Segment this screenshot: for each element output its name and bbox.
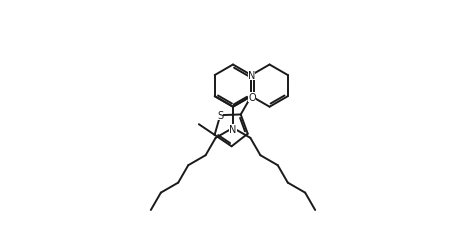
Text: N: N xyxy=(229,125,237,135)
Text: O: O xyxy=(248,93,256,103)
Text: N: N xyxy=(247,71,255,81)
Text: S: S xyxy=(217,111,223,121)
